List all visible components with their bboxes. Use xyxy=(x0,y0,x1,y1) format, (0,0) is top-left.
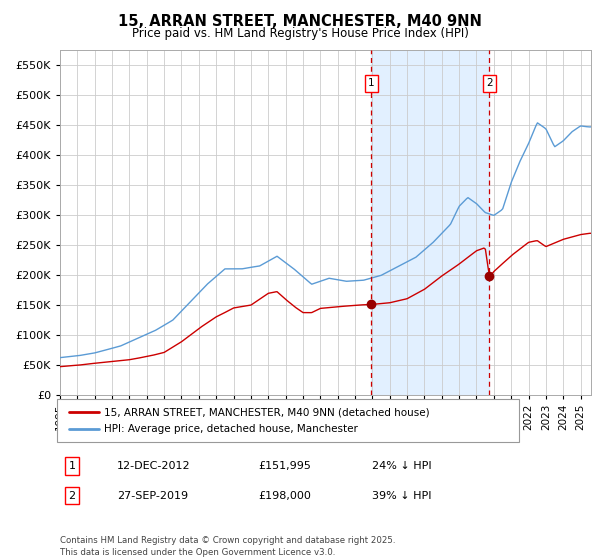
Text: 24% ↓ HPI: 24% ↓ HPI xyxy=(372,461,431,471)
Text: 12-DEC-2012: 12-DEC-2012 xyxy=(117,461,191,471)
Text: Price paid vs. HM Land Registry's House Price Index (HPI): Price paid vs. HM Land Registry's House … xyxy=(131,27,469,40)
Text: 2: 2 xyxy=(68,491,76,501)
Text: 15, ARRAN STREET, MANCHESTER, M40 9NN (detached house): 15, ARRAN STREET, MANCHESTER, M40 9NN (d… xyxy=(104,407,430,417)
Text: 1: 1 xyxy=(68,461,76,471)
Text: HPI: Average price, detached house, Manchester: HPI: Average price, detached house, Manc… xyxy=(104,424,358,434)
Bar xyxy=(371,50,490,395)
Text: 27-SEP-2019: 27-SEP-2019 xyxy=(117,491,188,501)
Text: 15, ARRAN STREET, MANCHESTER, M40 9NN: 15, ARRAN STREET, MANCHESTER, M40 9NN xyxy=(118,14,482,29)
Text: 39% ↓ HPI: 39% ↓ HPI xyxy=(372,491,431,501)
Text: £198,000: £198,000 xyxy=(258,491,311,501)
Text: Contains HM Land Registry data © Crown copyright and database right 2025.
This d: Contains HM Land Registry data © Crown c… xyxy=(60,536,395,557)
Text: 2: 2 xyxy=(486,78,493,88)
Text: £151,995: £151,995 xyxy=(258,461,311,471)
Text: 1: 1 xyxy=(368,78,375,88)
